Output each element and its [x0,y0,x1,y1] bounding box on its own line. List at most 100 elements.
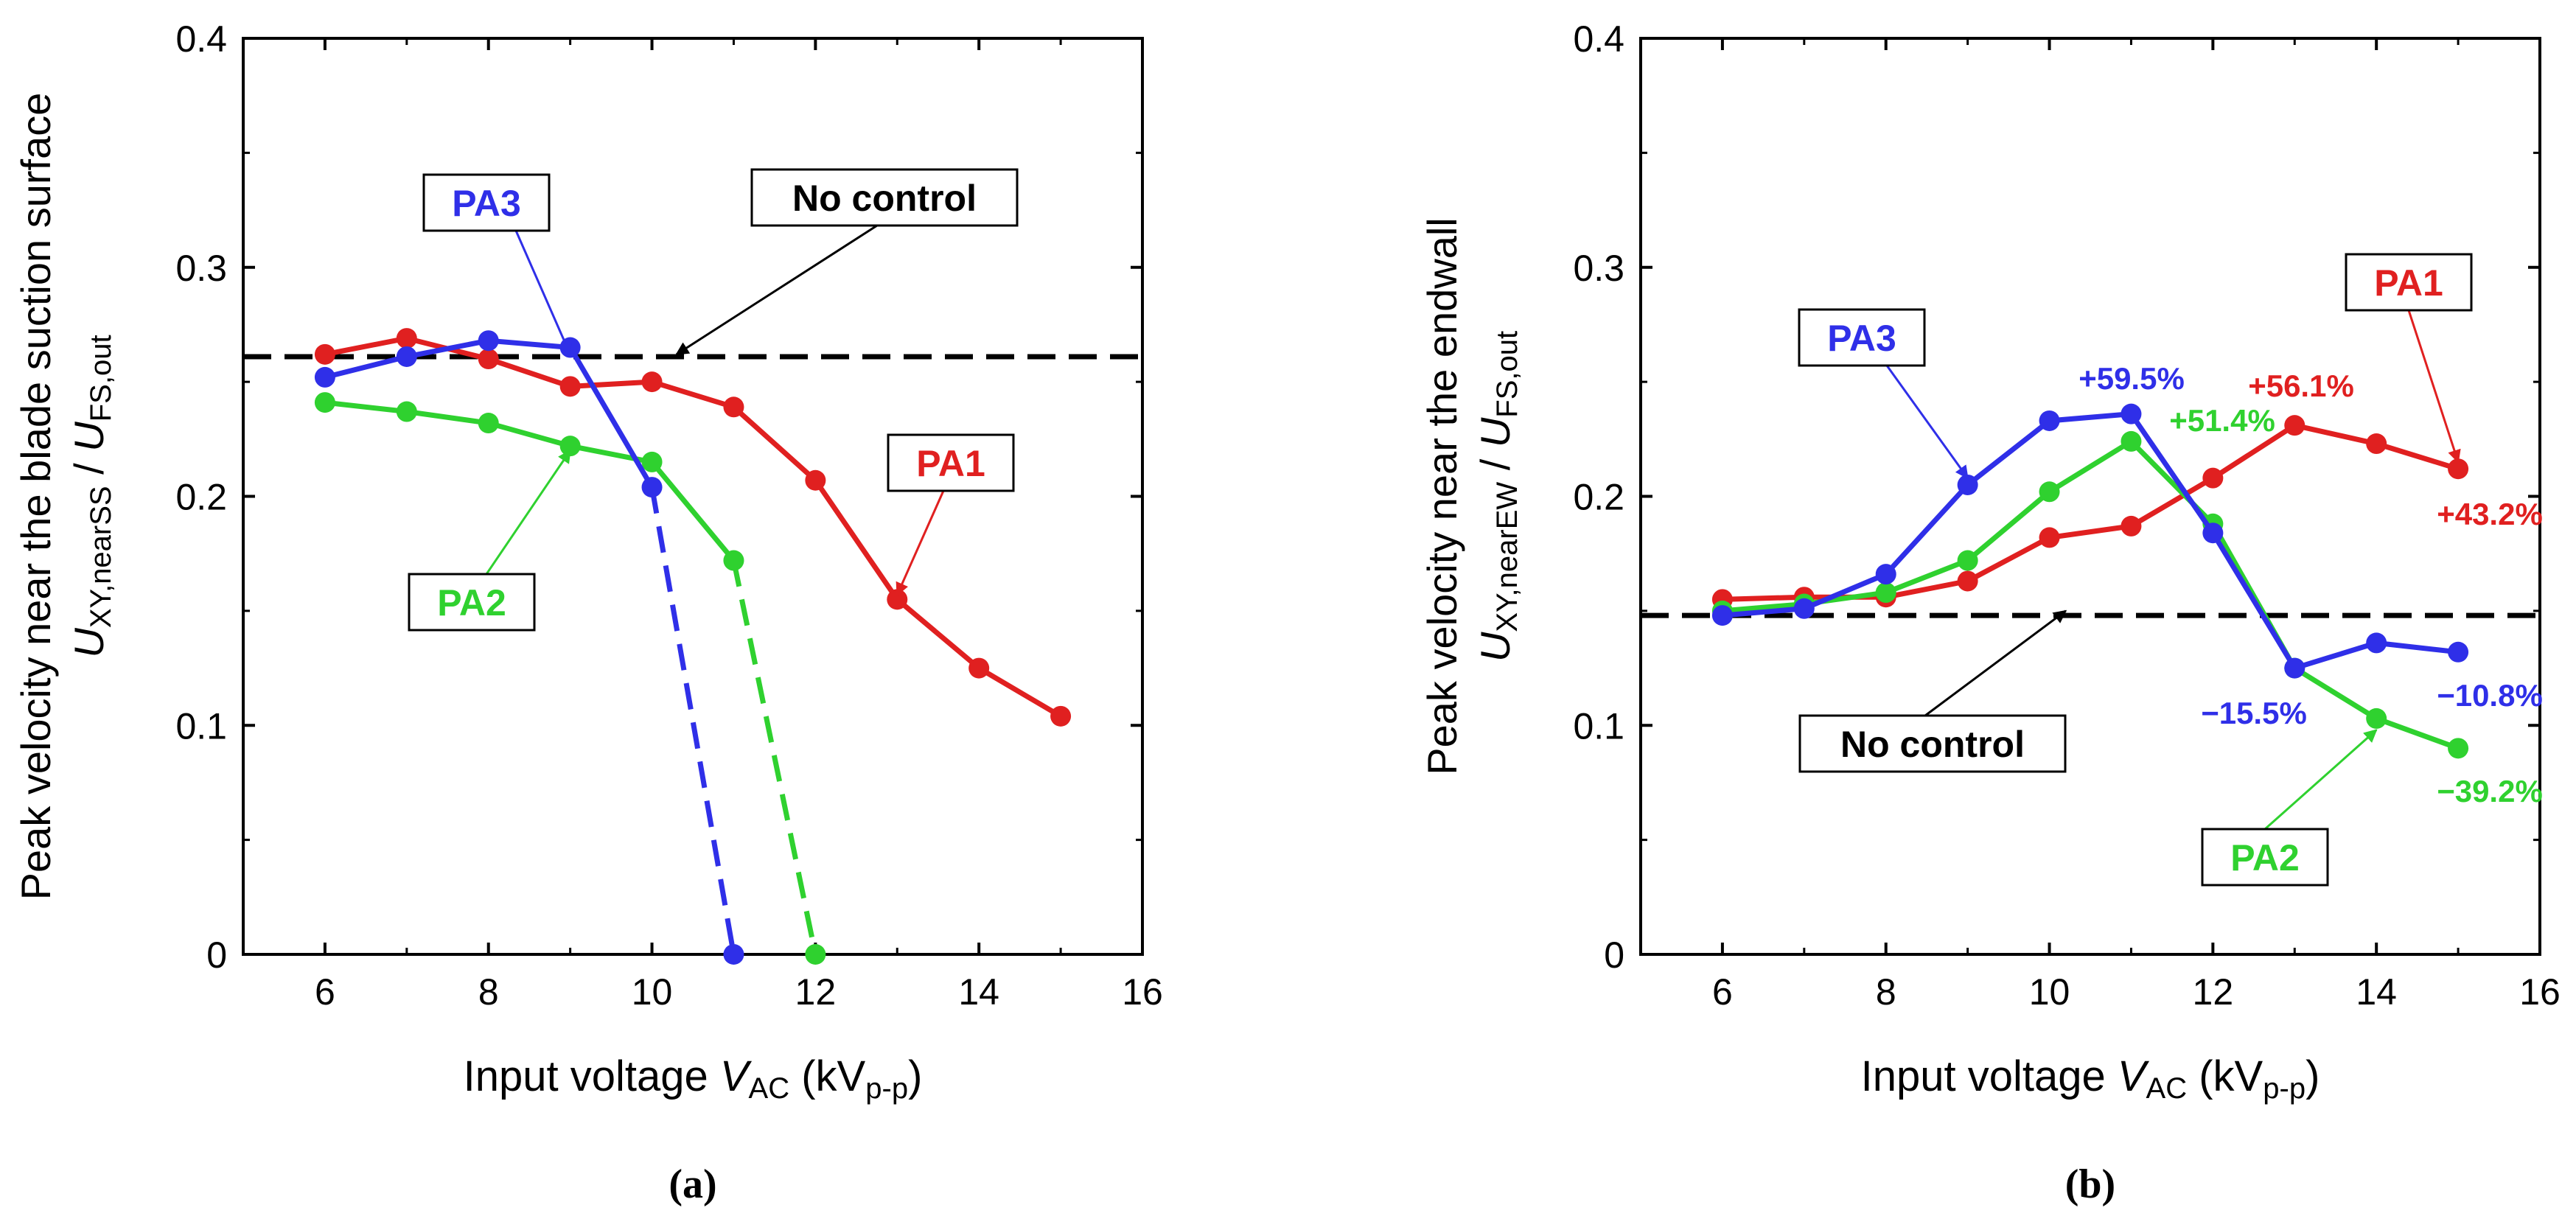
pa2-point [314,392,335,413]
y-tick-label: 0.4 [1573,18,1624,60]
x-tick-label: 12 [2193,971,2234,1013]
annotation-label-no-control: No control [792,178,977,219]
chart-panel-b: 6 8 10 12 14 16 0 0.1 0.2 0.3 0.4 Input voltage VAC… [1419,18,2561,1207]
pa3-point [2039,410,2060,431]
annotation-box [1798,308,1926,367]
percent-label: −10.8% [2437,678,2543,713]
pa3-point [1711,605,1733,626]
pa2-line [324,399,736,562]
annotation-arrow [2264,729,2378,831]
y-axis-label: Peak velocity near the blade suction sur… [13,93,59,901]
x-tick-label: 8 [1876,971,1896,1013]
annotation-box [1798,714,2067,773]
pa2-point [641,451,663,472]
pa2-point [805,944,826,965]
percent-label: +43.2% [2437,497,2543,531]
pa2-point [2039,481,2060,503]
pa3-point [641,477,663,498]
annotation-box [750,168,1019,227]
x-tick-label: 10 [2029,971,2070,1013]
annotation-arrow [675,224,878,356]
annotation-box [887,433,1015,492]
percent-label: +56.1% [2248,368,2354,403]
annotation-arrow [896,490,945,596]
x-tick-label: 12 [795,971,837,1013]
pa2-point [559,436,581,457]
pa1-point [314,343,335,365]
y-tick-label: 0.4 [175,18,227,60]
x-tick-label: 6 [1712,971,1733,1013]
annotation-label-no-control: No control [1840,724,2025,765]
pa3-point [2448,641,2469,663]
y-tick-label: 0.2 [175,477,227,518]
x-tick-label: 8 [478,971,499,1013]
panel-label: (b) [2065,1161,2115,1207]
pa3-point [314,366,335,388]
x-tick-label: 16 [2519,971,2561,1013]
annotation-box [2345,253,2473,312]
y-axis-label-formula: UXY,nearSS / UFS,out [66,335,117,657]
pa2-point [2121,430,2142,452]
percent-label: +59.5% [2078,361,2185,396]
pa3-point [2121,403,2142,424]
pa3-point [2202,523,2224,544]
pa3-point [1793,598,1815,619]
annotation-label-pa1: PA1 [916,443,985,484]
pa1-point [1957,570,1978,592]
x-tick-label: 6 [315,971,335,1013]
pa2-dashed-line [731,559,818,955]
x-tick-label: 14 [958,971,999,1013]
annotation-arrow [485,449,571,575]
pa1-point [2366,433,2387,455]
pa3-line [1722,411,2459,671]
annotation-box [408,573,536,632]
pa3-point [478,330,499,352]
annotation-label-pa3: PA3 [1827,318,1896,359]
pa2-point [1875,582,1896,604]
pa1-point [559,376,581,397]
pa1-point [641,371,663,393]
pa1-point [723,396,744,418]
x-axis-label: Input voltage VAC (kVp-p) [464,1052,923,1105]
pa1-point [805,469,826,491]
pa1-point [2039,527,2060,548]
pa2-point [723,550,744,571]
annotation-label-pa1: PA1 [2374,262,2443,304]
y-tick-label: 0 [1604,934,1624,976]
percent-label: −39.2% [2437,774,2543,808]
pa3-point [2366,632,2387,654]
annotation-arrow [2407,310,2461,464]
y-tick-label: 0.1 [1573,705,1624,747]
annotation-label-pa2: PA2 [2230,837,2300,878]
annotation-arrow [1885,365,1969,480]
y-axis-label: Peak velocity near the endwall [1419,217,1465,775]
x-axis-label: Input voltage VAC (kVp-p) [1861,1052,2320,1105]
annotation-box [422,173,551,232]
pa3-point [2284,657,2306,679]
percent-label: +51.4% [2169,403,2275,438]
pa2-point [1957,550,1978,571]
pa3-point [723,944,744,965]
pa1-point [968,657,990,679]
annotation-label-pa3: PA3 [452,183,521,224]
y-tick-label: 0.1 [175,705,227,747]
y-tick-label: 0.3 [1573,248,1624,289]
x-tick-label: 16 [1122,971,1163,1013]
x-tick-label: 14 [2356,971,2397,1013]
pa1-point [2202,467,2224,489]
y-tick-label: 0.2 [1573,477,1624,518]
annotation-arrow [514,230,572,356]
chart-panel-a: 6 8 10 12 14 16 0 0.1 0.2 0.3 0.4 Input voltage VAC… [13,18,1163,1207]
pa3-point [1875,564,1896,585]
y-tick-label: 0 [206,934,227,976]
pa2-line [1722,438,2460,751]
annotation-label-pa2: PA2 [437,582,506,623]
panel-label: (a) [669,1161,716,1207]
x-tick-label: 10 [632,971,673,1013]
pa1-point [1050,705,1072,727]
pa2-point [478,413,499,434]
pa1-point [2448,458,2469,480]
pa2-point [396,401,417,422]
pa2-point [2366,707,2387,729]
